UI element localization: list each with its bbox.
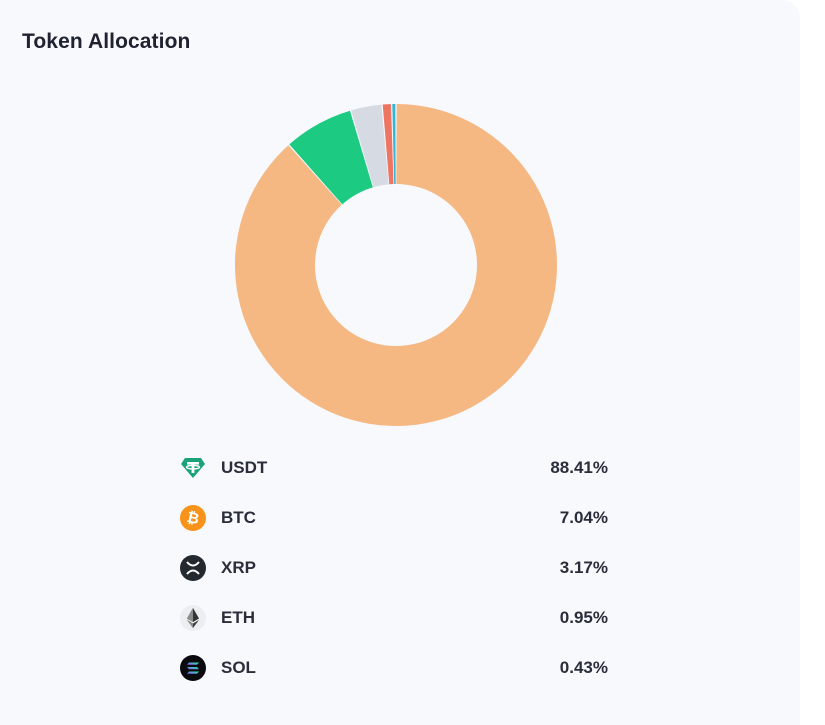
legend-symbol: USDT: [221, 458, 268, 477]
legend-symbol: XRP: [221, 558, 256, 577]
legend-percent: 0.95%: [559, 608, 608, 627]
donut-slice-btc[interactable]: [289, 110, 373, 205]
token-allocation-card: Token Allocation USDT 88.41% ₿ BTC: [22, 30, 608, 693]
legend-percent: 0.43%: [559, 658, 608, 677]
card-title: Token Allocation: [22, 30, 191, 53]
legend-row-eth: ETH 0.95%: [180, 593, 608, 643]
xrp-icon: [180, 555, 206, 581]
legend-row-sol: SOL 0.43%: [180, 643, 608, 693]
ethereum-icon: [180, 605, 206, 631]
legend-symbol: ETH: [221, 608, 255, 627]
legend-row-xrp: XRP 3.17%: [180, 543, 608, 593]
donut-chart: [234, 104, 558, 427]
donut-slice-xrp[interactable]: [351, 104, 389, 188]
donut-slice-usdt[interactable]: [234, 104, 558, 427]
tether-icon: [180, 455, 206, 481]
legend-percent: 7.04%: [559, 508, 608, 527]
legend-symbol: BTC: [221, 508, 256, 527]
legend: USDT 88.41% ₿ BTC 7.04% XRP 3.17%: [180, 443, 608, 693]
donut-slice-eth[interactable]: [382, 104, 394, 185]
legend-row-btc: ₿ BTC 7.04%: [180, 493, 608, 543]
legend-percent: 88.41%: [550, 458, 608, 477]
donut-slice-sol[interactable]: [392, 104, 396, 185]
bitcoin-icon: ₿: [180, 505, 206, 531]
legend-percent: 3.17%: [559, 558, 608, 577]
solana-icon: [180, 655, 206, 681]
legend-row-usdt: USDT 88.41%: [180, 443, 608, 493]
legend-symbol: SOL: [221, 658, 256, 677]
svg-text:₿: ₿: [185, 509, 201, 528]
